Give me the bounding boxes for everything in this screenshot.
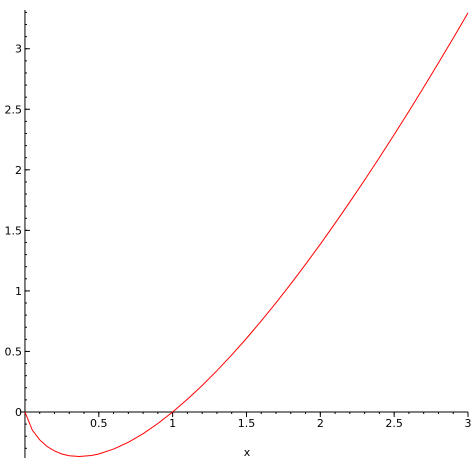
y-tick-label: 0.5 bbox=[4, 345, 22, 358]
x-tick-label: 0.5 bbox=[90, 417, 108, 430]
x-tick-label: 3 bbox=[465, 417, 472, 430]
y-tick-label: 1.5 bbox=[4, 224, 22, 237]
series-line bbox=[24, 12, 469, 458]
y-tick-label: 2.5 bbox=[4, 103, 22, 116]
y-axis: 0 0.5 1 1.5 2 2.5 3 bbox=[4, 10, 30, 458]
series-layer bbox=[24, 12, 469, 458]
x-axis: 0.5 1 1.5 2 2.5 3 bbox=[20, 411, 472, 430]
x-axis-label: x bbox=[244, 446, 251, 459]
x-tick-label: 1.5 bbox=[238, 417, 256, 430]
x-tick-label: 2.5 bbox=[385, 417, 403, 430]
y-tick-label: 1 bbox=[15, 285, 22, 298]
y-tick-label: 3 bbox=[15, 43, 22, 56]
y-tick-label: 2 bbox=[15, 164, 22, 177]
x-tick-label: 1 bbox=[169, 417, 176, 430]
y-tick-label: 0 bbox=[15, 406, 22, 419]
x-tick-label: 2 bbox=[317, 417, 324, 430]
